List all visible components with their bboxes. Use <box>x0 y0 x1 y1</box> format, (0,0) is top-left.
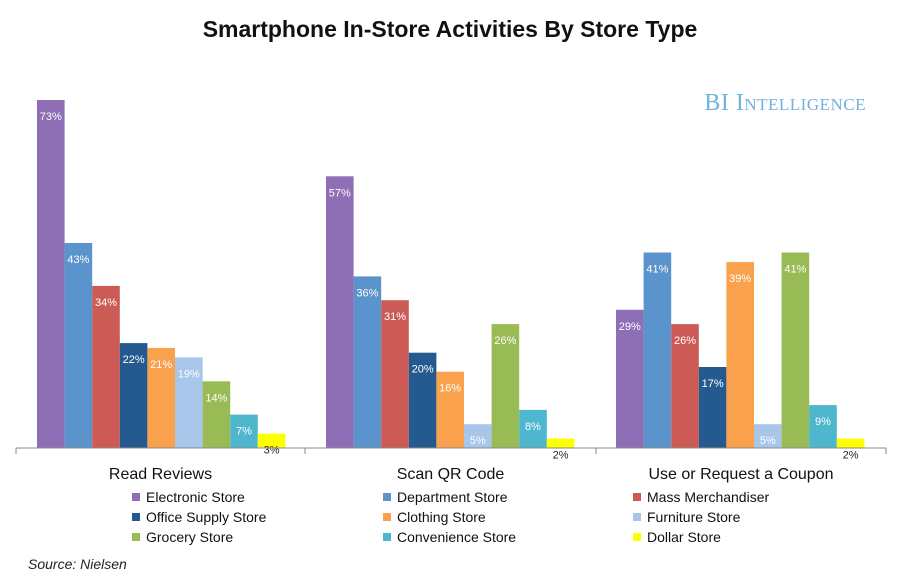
bar-scan-qr-code-convenience-store <box>519 409 547 448</box>
x-tick-label-read-reviews: Read Reviews <box>109 466 212 483</box>
bar-read-reviews-clothing-store <box>147 347 175 448</box>
bar-scan-qr-code-electronic-store <box>326 176 354 449</box>
legend-swatch-furniture-store <box>633 513 641 521</box>
bar-read-reviews-dollar-store <box>257 433 286 448</box>
data-label: 39% <box>729 273 751 285</box>
bar-use-or-request-a-coupon-furniture-store <box>754 424 782 448</box>
bar-read-reviews-grocery-store <box>202 381 231 448</box>
data-label: 22% <box>123 354 145 366</box>
bar-use-or-request-a-coupon-convenience-store <box>809 405 837 448</box>
bar-scan-qr-code-grocery-store <box>491 324 520 448</box>
bar-scan-qr-code-clothing-store <box>436 371 464 448</box>
data-label: 16% <box>439 383 461 395</box>
data-label: 29% <box>619 321 641 333</box>
legend-swatch-convenience-store <box>383 533 391 541</box>
legend-label-clothing-store: Clothing Store <box>397 509 486 525</box>
data-label: 17% <box>702 378 724 390</box>
x-tick-label-scan-qr-code: Scan QR Code <box>397 466 505 483</box>
bar-use-or-request-a-coupon-grocery-store <box>781 252 810 448</box>
legend-label-office-supply-store: Office Supply Store <box>146 509 267 525</box>
legend-label-electronic-store: Electronic Store <box>146 489 245 505</box>
bar-scan-qr-code-office-supply-store <box>408 352 437 448</box>
data-label: 36% <box>356 287 378 299</box>
data-label: 2% <box>553 450 569 462</box>
bar-read-reviews-mass-merchandiser <box>92 285 120 448</box>
data-label: 20% <box>412 364 434 376</box>
data-label: 7% <box>236 426 252 438</box>
data-label: 9% <box>815 416 831 428</box>
bar-use-or-request-a-coupon-department-store <box>643 252 672 448</box>
x-axis: Read Reviews Scan QR Code Use or Request a… <box>15 447 887 483</box>
legend-swatch-dollar-store <box>633 533 641 541</box>
data-label: 57% <box>329 187 351 199</box>
data-label: 73% <box>40 111 62 123</box>
bar-use-or-request-a-coupon-electronic-store <box>616 309 644 448</box>
data-label: 3% <box>264 445 280 457</box>
bar-read-reviews-furniture-store <box>175 357 203 448</box>
brand-logo-text: BI Intelligence <box>704 90 866 116</box>
legend-swatch-grocery-store <box>132 533 140 541</box>
legend-label-grocery-store: Grocery Store <box>146 529 233 545</box>
bar-scan-qr-code-dollar-store <box>546 438 575 448</box>
legend-label-dollar-store: Dollar Store <box>647 529 721 545</box>
data-label: 41% <box>646 264 668 276</box>
legend-swatch-clothing-store <box>383 513 391 521</box>
chart-title: Smartphone In-Store Activities By Store … <box>202 16 698 42</box>
data-label: 26% <box>494 335 516 347</box>
source-note: Source: Nielsen <box>28 556 127 572</box>
bar-use-or-request-a-coupon-dollar-store <box>836 438 865 448</box>
bar-read-reviews-department-store <box>64 243 93 448</box>
bar-use-or-request-a-coupon-office-supply-store <box>698 367 727 448</box>
legend-label-convenience-store: Convenience Store <box>397 529 516 545</box>
data-label: 26% <box>674 335 696 347</box>
x-tick-label-use-or-request-a-coupon: Use or Request a Coupon <box>649 466 834 483</box>
legend-swatch-electronic-store <box>132 493 140 501</box>
bar-read-reviews-electronic-store <box>37 100 65 448</box>
bar-scan-qr-code-department-store <box>353 276 382 448</box>
data-label: 31% <box>384 311 406 323</box>
legend-label-department-store: Department Store <box>397 489 508 505</box>
legend-label-mass-merchandiser: Mass Merchandiser <box>647 489 769 505</box>
legend-label-furniture-store: Furniture Store <box>647 509 741 525</box>
legend-swatch-department-store <box>383 493 391 501</box>
data-label: 5% <box>760 435 776 447</box>
data-label: 19% <box>178 368 200 380</box>
data-label: 8% <box>525 421 541 433</box>
bar-scan-qr-code-mass-merchandiser <box>381 300 409 448</box>
legend-swatch-office-supply-store <box>132 513 140 521</box>
data-label: 41% <box>784 264 806 276</box>
data-label: 5% <box>470 435 486 447</box>
bar-read-reviews-convenience-store <box>230 414 258 448</box>
legend: Electronic Store Department Store Mass Mer… <box>132 489 769 545</box>
data-label: 34% <box>95 297 117 309</box>
bars-layer: 73% 43% 34% 22% 21% 19% 14% 7% 3% 57% 36% 31% 20% 16%… <box>37 100 865 462</box>
bar-scan-qr-code-furniture-store <box>464 424 492 448</box>
data-label: 14% <box>205 392 227 404</box>
bar-use-or-request-a-coupon-mass-merchandiser <box>671 324 699 448</box>
data-label: 2% <box>843 450 859 462</box>
data-label: 43% <box>67 254 89 266</box>
bar-use-or-request-a-coupon-clothing-store <box>726 262 754 448</box>
data-label: 21% <box>150 359 172 371</box>
legend-swatch-mass-merchandiser <box>633 493 641 501</box>
bar-read-reviews-office-supply-store <box>119 343 148 448</box>
